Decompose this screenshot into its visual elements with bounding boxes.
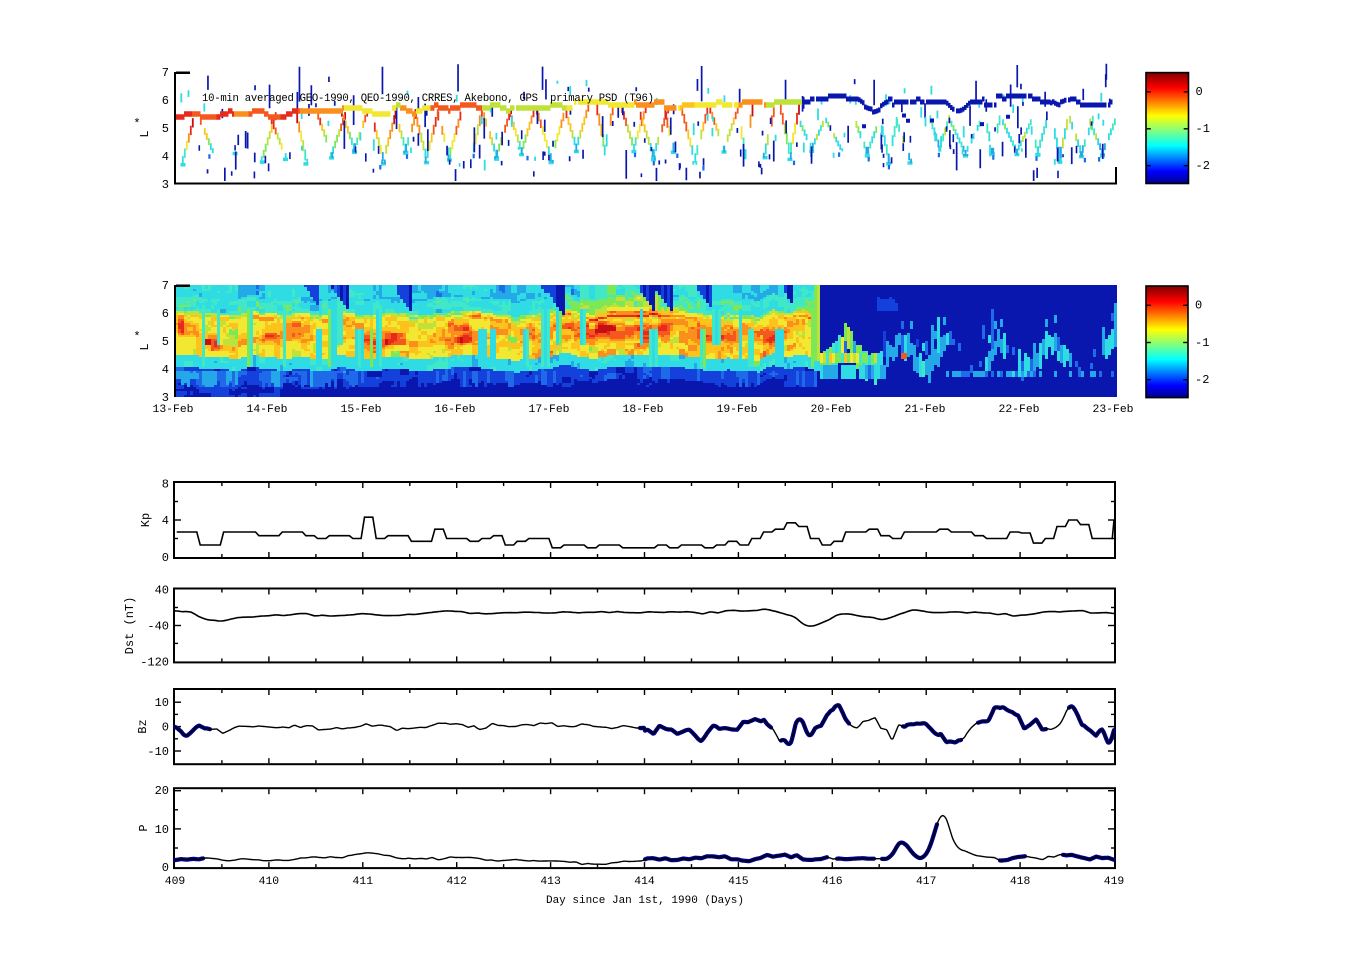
- svg-text:*: *: [133, 330, 140, 344]
- svg-text:6: 6: [162, 307, 169, 321]
- svg-text:5: 5: [162, 335, 169, 349]
- svg-text:414: 414: [634, 876, 655, 888]
- svg-text:Day since Jan 1st, 1990 (Days): Day since Jan 1st, 1990 (Days): [546, 895, 744, 907]
- svg-text:-2: -2: [1195, 373, 1209, 387]
- svg-text:13-Feb: 13-Feb: [152, 404, 193, 416]
- svg-text:7: 7: [162, 279, 169, 293]
- svg-text:40: 40: [155, 584, 169, 598]
- svg-text:3: 3: [162, 391, 169, 405]
- svg-text:0: 0: [1195, 299, 1202, 313]
- svg-text:23-Feb: 23-Feb: [1092, 404, 1133, 416]
- svg-text:419: 419: [1104, 876, 1125, 888]
- svg-text:412: 412: [446, 876, 467, 888]
- svg-text:-40: -40: [147, 620, 169, 634]
- svg-text:3: 3: [162, 178, 169, 192]
- svg-text:20: 20: [155, 784, 169, 798]
- svg-text:0: 0: [162, 861, 169, 875]
- svg-text:7: 7: [162, 66, 169, 80]
- svg-text:6: 6: [162, 94, 169, 108]
- svg-text:0: 0: [1196, 85, 1203, 99]
- svg-text:19-Feb: 19-Feb: [716, 404, 757, 416]
- svg-text:-120: -120: [140, 656, 169, 670]
- svg-text:8: 8: [162, 478, 169, 492]
- svg-text:4: 4: [162, 363, 169, 377]
- svg-text:22-Feb: 22-Feb: [998, 404, 1039, 416]
- svg-text:L: L: [138, 130, 152, 137]
- svg-text:-2: -2: [1196, 159, 1210, 173]
- svg-text:15-Feb: 15-Feb: [340, 404, 381, 416]
- svg-text:10: 10: [155, 823, 169, 837]
- svg-text:5: 5: [162, 122, 169, 136]
- svg-text:Dst (nT): Dst (nT): [123, 597, 137, 655]
- svg-text:4: 4: [162, 150, 169, 164]
- svg-text:Kp: Kp: [139, 513, 153, 527]
- svg-text:416: 416: [822, 876, 843, 888]
- svg-text:*: *: [133, 117, 140, 131]
- svg-text:21-Feb: 21-Feb: [904, 404, 945, 416]
- svg-text:413: 413: [540, 876, 561, 888]
- svg-text:20-Feb: 20-Feb: [810, 404, 851, 416]
- svg-text:4: 4: [162, 514, 169, 528]
- svg-text:418: 418: [1010, 876, 1031, 888]
- svg-text:415: 415: [728, 876, 749, 888]
- svg-text:409: 409: [165, 876, 186, 888]
- svg-text:417: 417: [916, 876, 937, 888]
- svg-text:-1: -1: [1196, 122, 1210, 136]
- svg-text:P: P: [137, 824, 151, 831]
- svg-text:-10: -10: [147, 745, 169, 759]
- svg-text:10: 10: [155, 696, 169, 710]
- svg-text:17-Feb: 17-Feb: [528, 404, 569, 416]
- svg-text:-1: -1: [1195, 336, 1209, 350]
- svg-text:Bz: Bz: [136, 719, 150, 733]
- svg-text:410: 410: [259, 876, 280, 888]
- svg-text:0: 0: [162, 721, 169, 735]
- svg-text:16-Feb: 16-Feb: [434, 404, 475, 416]
- svg-text:0: 0: [162, 551, 169, 565]
- svg-text:14-Feb: 14-Feb: [246, 404, 287, 416]
- svg-text:18-Feb: 18-Feb: [622, 404, 663, 416]
- svg-text:411: 411: [353, 876, 374, 888]
- svg-text:L: L: [138, 343, 152, 350]
- svg-text:10-min averaged GEO-1990, QEO-: 10-min averaged GEO-1990, QEO-1990, CRRE…: [202, 93, 654, 105]
